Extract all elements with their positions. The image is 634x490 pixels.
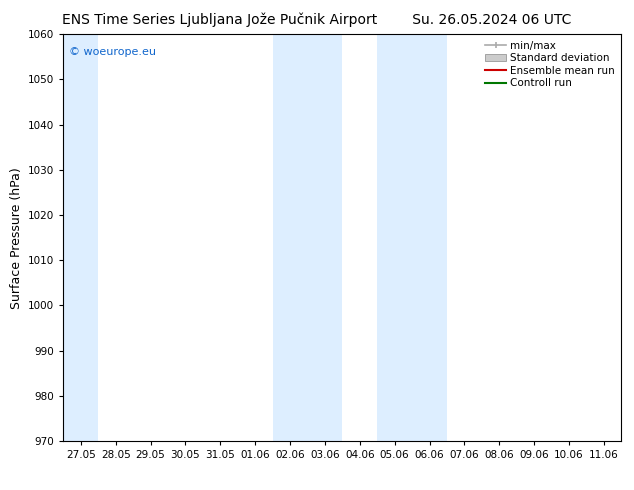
- Y-axis label: Surface Pressure (hPa): Surface Pressure (hPa): [10, 167, 23, 309]
- Legend: min/max, Standard deviation, Ensemble mean run, Controll run: min/max, Standard deviation, Ensemble me…: [481, 36, 619, 93]
- Text: ENS Time Series Ljubljana Jože Pučnik Airport        Su. 26.05.2024 06 UTC: ENS Time Series Ljubljana Jože Pučnik Ai…: [62, 12, 572, 27]
- Bar: [63, 34, 98, 441]
- Bar: [273, 34, 342, 441]
- Text: © woeurope.eu: © woeurope.eu: [69, 47, 156, 56]
- Bar: [377, 34, 447, 441]
